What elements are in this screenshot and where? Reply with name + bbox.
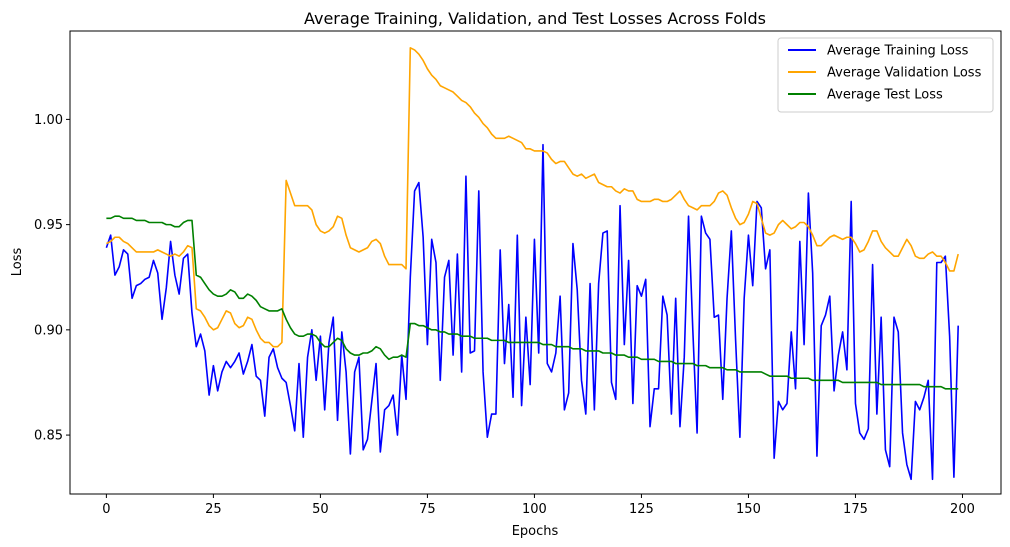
x-tick-label-1: 25 xyxy=(205,502,222,517)
y-tick-label-2: 0.95 xyxy=(34,218,63,233)
x-tick-label-6: 150 xyxy=(736,502,761,517)
series-line-2 xyxy=(106,215,959,390)
y-tick-label-1: 0.90 xyxy=(34,323,63,338)
x-tick-label-5: 125 xyxy=(629,502,654,517)
legend-label-2: Average Test Loss xyxy=(827,88,943,103)
x-tick-label-8: 200 xyxy=(950,502,975,517)
x-tick-label-7: 175 xyxy=(843,502,868,517)
x-axis-title: Epochs xyxy=(512,524,559,539)
y-axis-title: Loss xyxy=(10,248,25,277)
series-line-1 xyxy=(106,47,959,348)
x-tick-label-2: 50 xyxy=(312,502,329,517)
legend-label-0: Average Training Loss xyxy=(827,44,969,59)
plot-series-group xyxy=(105,47,959,481)
series-line-0 xyxy=(105,143,959,481)
y-axis: 0.85 0.90 0.95 1.00 xyxy=(34,113,70,444)
plot-area-frame xyxy=(69,30,1002,495)
y-tick-label-0: 0.85 xyxy=(34,429,63,444)
legend-label-1: Average Validation Loss xyxy=(827,66,982,81)
x-tick-label-4: 100 xyxy=(522,502,547,517)
x-tick-label-0: 0 xyxy=(102,502,110,517)
x-axis: 0 25 50 75 100 125 150 175 200 xyxy=(102,494,975,517)
legend: Average Training Loss Average Validation … xyxy=(777,37,994,113)
chart-title: Average Training, Validation, and Test L… xyxy=(304,9,766,28)
y-tick-label-3: 1.00 xyxy=(34,113,63,128)
legend-box xyxy=(777,37,994,113)
x-tick-label-3: 75 xyxy=(419,502,436,517)
